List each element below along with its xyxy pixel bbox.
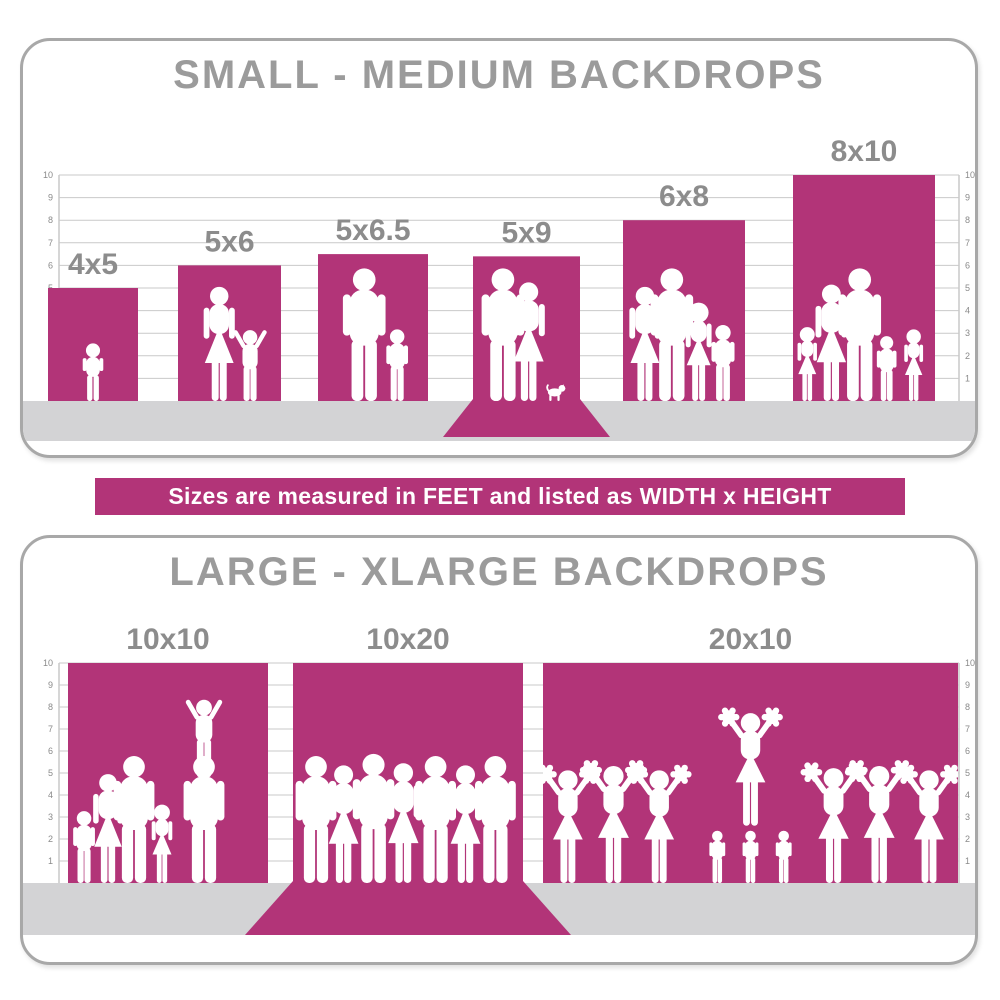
ruler-tick-label-left: 3 [48,812,53,822]
ruler-tick-label-left: 10 [43,170,53,180]
units-banner: Sizes are measured in FEET and listed as… [95,478,905,515]
ruler-tick-label-left: 4 [48,790,53,800]
backdrop-sweep-10x20 [245,881,571,935]
backdrop-sweep-5x9 [443,399,610,437]
ruler-tick-label-right: 5 [965,283,970,293]
figures-6x8 [629,268,735,401]
ruler-tick-label-right: 10 [965,170,975,180]
figures-4x5 [82,343,104,401]
ruler-tick-label-right: 9 [965,193,970,203]
ruler-tick-label-left: 8 [48,215,53,225]
bar-label-4x5: 4x5 [68,248,118,281]
chart-canvas-small-medium: 11223344556677889910104x55x65x6.55x96x88… [23,135,975,441]
figures-5x6 [203,286,267,401]
ruler-tick-label-right: 4 [965,306,970,316]
ruler-tick-label-left: 10 [43,658,53,668]
bar-label-6x8: 6x8 [659,180,709,213]
ruler-tick-label-right: 6 [965,260,970,270]
ruler-tick-label-right: 7 [965,238,970,248]
figures-8x10 [797,268,924,401]
figures-5x9 [481,268,566,401]
figures-5x6.5 [342,268,409,401]
ruler-tick-label-right: 4 [965,790,970,800]
bar-label-10x20: 10x20 [366,623,449,656]
units-banner-text: Sizes are measured in FEET and listed as… [168,483,832,509]
ruler-tick-label-left: 2 [48,834,53,844]
bar-label-5x6: 5x6 [204,225,254,258]
ruler-tick-label-left: 9 [48,193,53,203]
ruler-tick-label-right: 5 [965,768,970,778]
ruler-tick-label-right: 1 [965,373,970,383]
ruler-tick-label-left: 1 [48,856,53,866]
ruler-tick-label-left: 5 [48,768,53,778]
ruler-tick-label-left: 9 [48,680,53,690]
ruler-tick-label-right: 8 [965,702,970,712]
ruler-tick-label-right: 10 [965,658,975,668]
ruler-tick-label-right: 2 [965,834,970,844]
large-xlarge-panel: 1 1 2 2 3 3 4 4 5 5 6 6 7 7 8 8 9 9 10 10 10x10 10x20 20x10 LA… [20,535,978,965]
ruler-tick-label-right: 1 [965,856,970,866]
ruler-tick-label-right: 2 [965,351,970,361]
figures-10x20 [295,753,516,883]
ruler-tick-label-right: 7 [965,724,970,734]
figures-10x10 [73,699,225,883]
bar-label-8x10: 8x10 [831,135,898,168]
ruler-tick-label-left: 7 [48,238,53,248]
panel-title-small-medium: SMALL - MEDIUM BACKDROPS [173,53,825,97]
ruler-tick-label-left: 6 [48,746,53,756]
bar-label-10x10: 10x10 [126,623,209,656]
small-medium-panel: 11223344556677889910104x55x65x6.55x96x88… [20,38,978,458]
ruler-tick-label-right: 8 [965,215,970,225]
panel-title-large-xlarge: LARGE - XLARGE BACKDROPS [169,550,829,594]
ruler-tick-label-right: 3 [965,328,970,338]
bar-label-5x9: 5x9 [501,216,551,249]
ruler-tick-label-left: 8 [48,702,53,712]
ruler-tick-label-right: 3 [965,812,970,822]
ruler-tick-label-left: 7 [48,724,53,734]
ruler-tick-label-right: 9 [965,680,970,690]
bar-label-20x10: 20x10 [709,623,792,656]
ruler-tick-label-right: 6 [965,746,970,756]
figures-20x10 [543,707,958,883]
ruler-tick-label-left: 6 [48,260,53,270]
bar-label-5x6.5: 5x6.5 [335,214,410,247]
chart-canvas-large-xlarge: 1 1 2 2 3 3 4 4 5 5 6 6 7 7 8 8 9 9 10 10 10x10 10x20 20x10 [23,623,975,935]
